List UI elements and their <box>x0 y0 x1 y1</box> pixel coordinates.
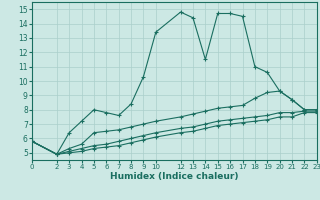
X-axis label: Humidex (Indice chaleur): Humidex (Indice chaleur) <box>110 172 239 181</box>
